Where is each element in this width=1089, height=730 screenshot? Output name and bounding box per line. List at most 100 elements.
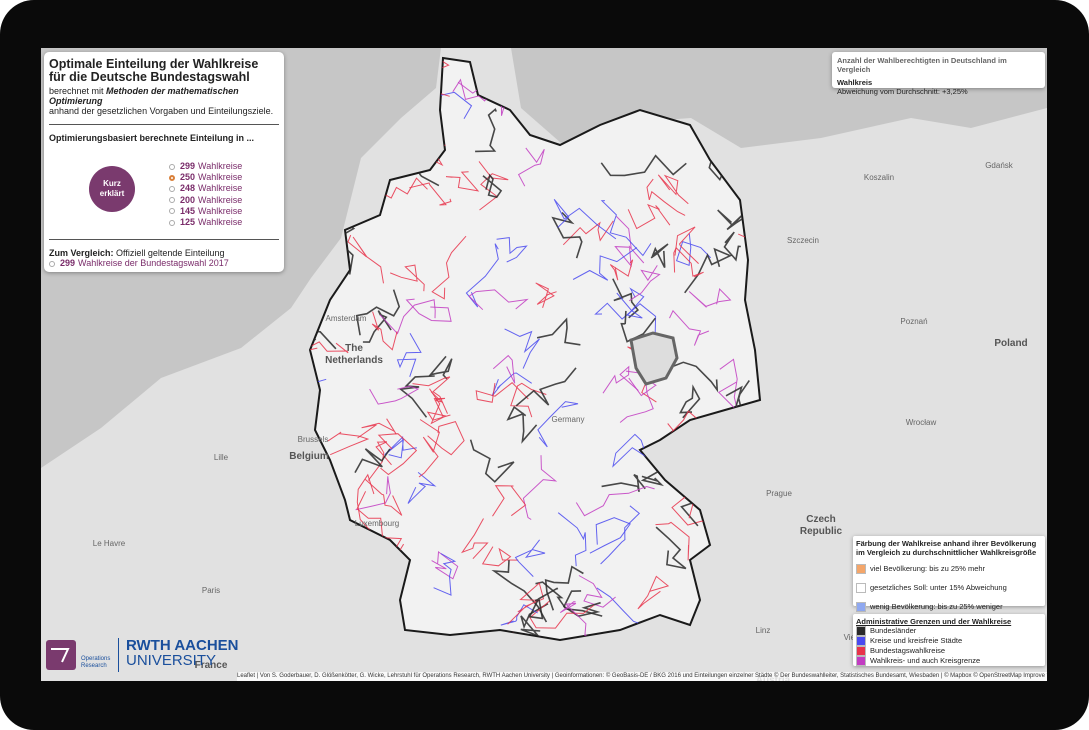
district-border xyxy=(310,341,349,354)
place-label: Le Havre xyxy=(93,539,126,548)
district-border xyxy=(557,512,587,567)
radio-option[interactable]: 125 Wahlkreise xyxy=(169,217,242,228)
district-border xyxy=(418,419,440,478)
district-border xyxy=(427,420,465,456)
place-label: Netherlands xyxy=(325,355,383,366)
district-border xyxy=(465,243,499,308)
legend-swatch xyxy=(856,602,866,613)
district-border xyxy=(433,553,457,596)
district-border xyxy=(377,433,418,476)
district-border xyxy=(354,448,391,473)
district-border xyxy=(655,526,687,570)
district-border xyxy=(673,246,704,278)
place-label: France xyxy=(195,660,228,671)
district-border xyxy=(517,147,545,187)
district-border xyxy=(510,382,547,418)
district-border xyxy=(589,517,631,554)
district-border xyxy=(475,107,497,153)
district-border xyxy=(355,289,401,336)
legend-title: Administrative Grenzen und der Wahlkreis… xyxy=(856,617,1012,626)
district-border xyxy=(514,539,546,577)
district-border xyxy=(384,436,417,459)
radio xyxy=(169,197,175,204)
legend-label: Wahlkreis- und auch Kreisgrenze xyxy=(870,656,981,666)
legend-item: Wahlkreis- und auch Kreisgrenze xyxy=(856,656,1042,667)
district-border xyxy=(522,455,558,520)
district-border xyxy=(409,182,452,206)
button-line: erklärt xyxy=(99,189,125,198)
district-border xyxy=(491,372,532,397)
district-border xyxy=(357,418,397,439)
district-border xyxy=(445,171,480,192)
subtitle-rest: anhand der gesetzlichen Vorgaben und Ein… xyxy=(49,106,274,116)
title-line: Optimale Einteilung der Wahlkreise xyxy=(49,57,259,71)
option-count: 250 xyxy=(180,172,196,183)
rwth-text: RWTH AACHEN xyxy=(126,637,239,654)
district-border xyxy=(628,265,661,302)
info-title: Anzahl der Wahlberechtigten in Deutschla… xyxy=(837,56,1007,74)
legend-swatch xyxy=(856,636,866,647)
radio-option[interactable]: 248 Wahlkreise xyxy=(169,183,242,194)
district-border xyxy=(390,264,425,292)
option-unit: Wahlkreise xyxy=(198,161,243,171)
district-border xyxy=(614,216,645,268)
intro-panel: Optimale Einteilung der Wahlkreise für di… xyxy=(44,52,284,272)
district-border xyxy=(620,310,656,343)
district-border xyxy=(396,332,422,377)
legend-item: Bundesländer xyxy=(856,626,1042,637)
logos: Operations Research RWTH AACHEN UNIVERSI… xyxy=(46,638,241,674)
highlighted-district[interactable] xyxy=(629,331,679,386)
district-border xyxy=(537,401,579,448)
place-label: Gdańsk xyxy=(985,161,1014,170)
district-border xyxy=(675,233,712,266)
district-border xyxy=(469,439,515,483)
district-border xyxy=(657,174,689,205)
radio xyxy=(169,174,175,181)
info-deviation: Abweichung vom Durchschnitt: +3,25% xyxy=(837,87,968,96)
radio-option[interactable]: 145 Wahlkreise xyxy=(169,206,242,217)
legend-swatch xyxy=(856,656,866,667)
district-border xyxy=(559,601,587,637)
district-border xyxy=(688,287,732,308)
place-label: Amsterdam xyxy=(326,314,367,323)
place-label: The xyxy=(345,343,363,354)
comparison-option: 299 Wahlkreise der Bundestagswahl 2017 xyxy=(49,258,279,269)
button-line: Kurz xyxy=(103,179,121,188)
explain-button[interactable]: Kurz erklärt xyxy=(89,166,135,212)
legend-title: Färbung der Wahlkreise anhand ihrer Bevö… xyxy=(856,539,1037,557)
info-panel: Anzahl der Wahlberechtigten in Deutschla… xyxy=(832,52,1045,96)
legend-label: viel Bevölkerung: bis zu 25% mehr xyxy=(870,564,986,573)
radio-option[interactable]: 299 Wahlkreise der Bundestagswahl 2017 xyxy=(49,258,279,269)
radio xyxy=(169,208,175,215)
district-border xyxy=(431,235,467,300)
district-border xyxy=(369,385,420,405)
place-label: Czech xyxy=(806,514,835,525)
title: Optimale Einteilung der Wahlkreise für di… xyxy=(49,58,279,84)
legend-label: Bundestagswahlkreise xyxy=(870,646,946,656)
district-border xyxy=(504,328,540,369)
district-border xyxy=(481,546,519,567)
radio-option[interactable]: 200 Wahlkreise xyxy=(169,195,242,206)
legend-label: wenig Bevölkerung: bis zu 25% weniger xyxy=(870,602,1003,611)
screen: Gdańsk Koszalin Szczecin Poznań Poland Wrocła… xyxy=(41,48,1047,681)
district-border xyxy=(355,476,391,511)
legend-item: Bundestagswahlkreise xyxy=(856,646,1042,657)
district-border xyxy=(430,391,446,418)
district-border xyxy=(482,173,503,199)
district-border xyxy=(602,365,639,394)
district-border xyxy=(327,431,370,456)
district-border xyxy=(627,203,671,230)
legend-label: Bundesländer xyxy=(870,626,917,635)
legend-item: gesetzliches Soll: unter 15% Abweichung xyxy=(856,578,1042,597)
district-border xyxy=(492,485,527,517)
district-border xyxy=(496,237,528,263)
district-border xyxy=(679,384,701,419)
district-border xyxy=(669,309,710,346)
district-border xyxy=(674,226,699,264)
district-border xyxy=(407,472,437,504)
radio-option[interactable]: 299 Wahlkreise xyxy=(169,161,242,172)
district-border xyxy=(520,603,549,638)
district-border xyxy=(347,234,384,284)
radio-option[interactable]: 250 Wahlkreise xyxy=(169,172,242,183)
district-border xyxy=(640,467,667,487)
